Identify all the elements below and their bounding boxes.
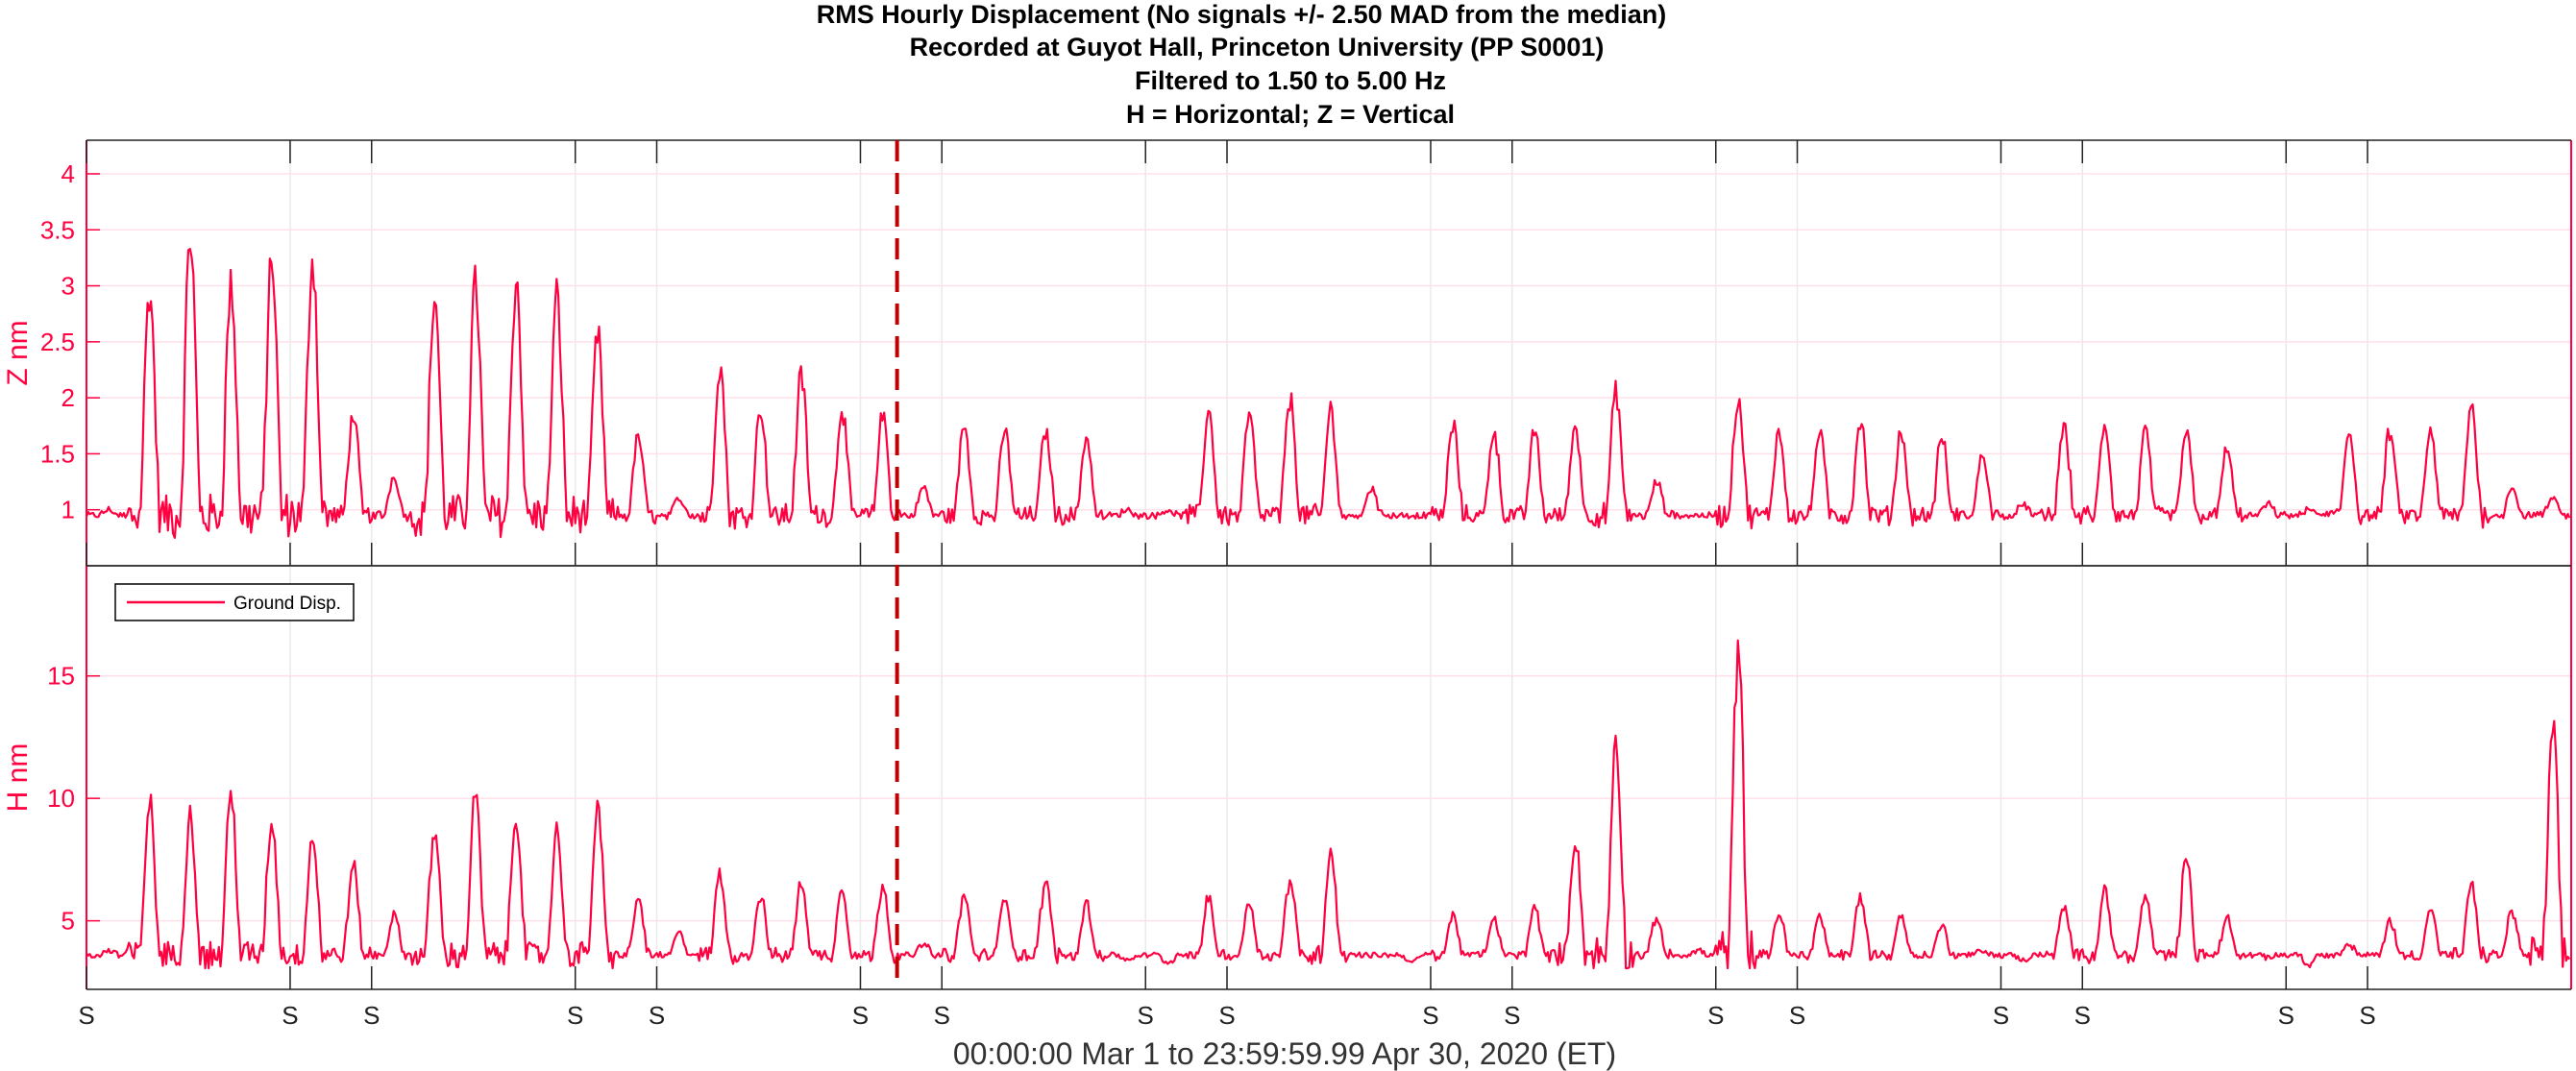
z-y-axis-label: Z nm xyxy=(2,320,34,385)
h-ytick-label-0: 5 xyxy=(61,907,75,936)
h-ytick-label-2: 15 xyxy=(47,662,75,691)
x-axis-label: 00:00:00 Mar 1 to 23:59:59.99 Apr 30, 20… xyxy=(953,1036,1616,1071)
z-ytick-label-5: 3.5 xyxy=(40,215,75,244)
weekend-marker-label-5: S xyxy=(852,1001,869,1030)
z-ytick-label-2: 2 xyxy=(61,383,75,412)
h-series-line xyxy=(86,639,2571,970)
legend-label: Ground Disp. xyxy=(233,594,341,614)
weekend-marker-label-10: S xyxy=(1504,1001,1520,1030)
weekend-marker-label-12: S xyxy=(1789,1001,1805,1030)
weekend-marker-label-4: S xyxy=(649,1001,665,1030)
z-ytick-label-4: 3 xyxy=(61,272,75,301)
weekend-marker-label-6: S xyxy=(934,1001,950,1030)
legend: Ground Disp. xyxy=(114,583,355,621)
weekend-marker-label-11: S xyxy=(1707,1001,1724,1030)
z-ytick-label-6: 4 xyxy=(61,159,75,188)
weekend-marker-label-0: S xyxy=(78,1001,94,1030)
h-panel: 5 10 15 H nm xyxy=(2,565,2572,990)
z-ytick-label-0: 1 xyxy=(61,496,75,524)
weekend-marker-label-16: S xyxy=(2359,1001,2375,1030)
weekend-marker-label-13: S xyxy=(1993,1001,2009,1030)
weekend-marker-label-14: S xyxy=(2074,1001,2091,1030)
title-line-1: RMS Hourly Displacement (No signals +/- … xyxy=(817,0,1666,29)
title-line-4: H = Horizontal; Z = Vertical xyxy=(1126,100,1455,129)
weekend-marker-label-3: S xyxy=(567,1001,583,1030)
title-line-2: Recorded at Guyot Hall, Princeton Univer… xyxy=(910,33,1605,61)
h-ytick-label-1: 10 xyxy=(47,784,75,813)
title-line-3: Filtered to 1.50 to 5.00 Hz xyxy=(1135,66,1446,95)
z-series-line xyxy=(85,248,2571,539)
z-panel: 1 1.5 2 2.5 3 3.5 4 Z nm xyxy=(2,139,2572,567)
weekend-marker-label-7: S xyxy=(1138,1001,1154,1030)
chart-title: RMS Hourly Displacement (No signals +/- … xyxy=(817,0,1666,129)
weekend-marker-label-8: S xyxy=(1218,1001,1235,1030)
z-ytick-label-1: 1.5 xyxy=(40,439,75,468)
weekend-marker-label-1: S xyxy=(282,1001,298,1030)
weekend-marker-label-15: S xyxy=(2278,1001,2294,1030)
weekend-marker-label-9: S xyxy=(1422,1001,1438,1030)
h-y-axis-label: H nm xyxy=(2,743,34,813)
weekend-marker-label-2: S xyxy=(363,1001,380,1030)
z-ytick-label-3: 2.5 xyxy=(40,328,75,356)
